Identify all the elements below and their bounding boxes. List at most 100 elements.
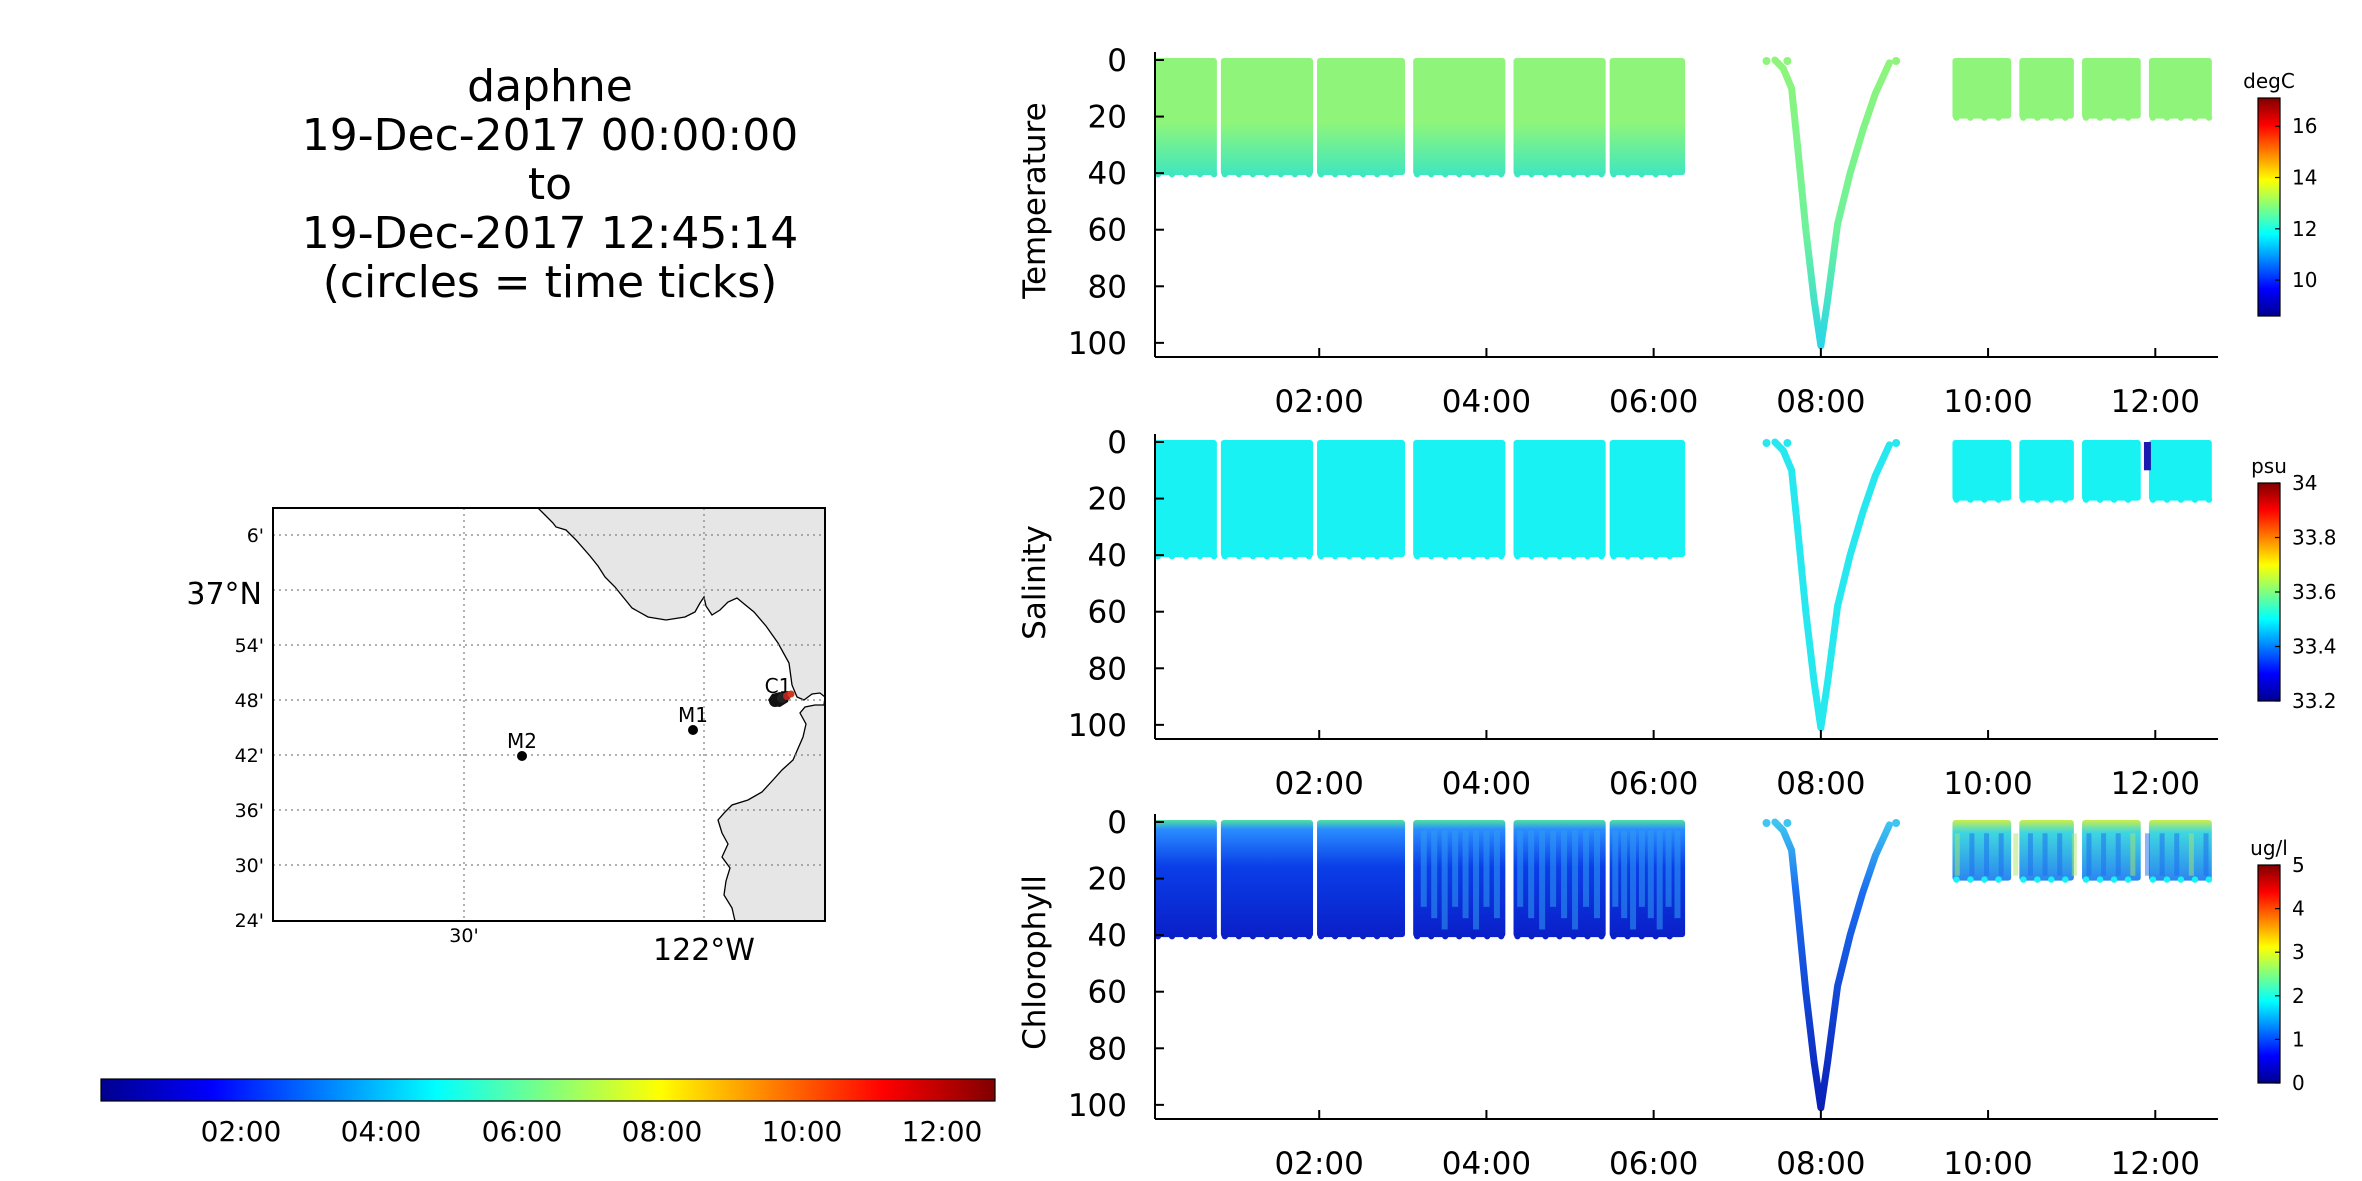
yo-bottom-sample (1483, 170, 1491, 178)
yo-bottom-sample (1331, 170, 1339, 178)
yo-bottom-sample (1497, 932, 1505, 940)
yo-bottom-sample (1441, 552, 1449, 560)
station-m1-label: M1 (678, 703, 708, 727)
yo-bottom-sample (1305, 932, 1313, 940)
y-tick-label: 0 (1107, 425, 1127, 461)
yo-bottom-sample (1666, 552, 1673, 560)
yo-bottom-sample (1168, 552, 1176, 560)
yo-bottom-sample (1497, 552, 1505, 560)
yo-bottom-sample (1624, 552, 1631, 560)
yo-bottom-sample (1359, 170, 1367, 178)
yo-block (1952, 440, 2012, 501)
colorbar-tick-label: 5 (2292, 853, 2305, 877)
yo-bottom-sample (1387, 552, 1395, 560)
station-m2-label: M2 (507, 729, 537, 753)
yo-bottom-sample (1345, 170, 1353, 178)
yo-block (1609, 820, 1686, 938)
y-tick-label: 20 (1088, 100, 1127, 136)
chl-streak (1483, 830, 1490, 907)
yo-bottom-sample (1210, 932, 1218, 940)
yo-bottom-sample (1584, 932, 1591, 940)
yo-block (1154, 820, 1217, 938)
yo-bottom-sample (1373, 170, 1381, 178)
chl-streak (1593, 830, 1600, 919)
yo-bottom-sample (1249, 932, 1257, 940)
chl-streak (2101, 833, 2107, 876)
yo-bottom-sample (1598, 932, 1605, 940)
title-line-end: 19-Dec-2017 12:45:14 (301, 208, 799, 259)
yo-bottom-sample (1652, 170, 1659, 178)
chl-streak (1998, 833, 2004, 876)
map-lat-tick: 36' (235, 800, 264, 822)
yo-bottom-sample (2020, 496, 2027, 503)
x-tick-label: 02:00 (1275, 1146, 1364, 1181)
yo-bottom-sample (1542, 170, 1549, 178)
yo-bottom-sample (1413, 170, 1421, 178)
yo-bottom-sample (2163, 876, 2171, 883)
chl-streak (1528, 830, 1535, 919)
yo-bottom-sample (2096, 114, 2104, 121)
yo-bottom-sample (2191, 496, 2199, 503)
map-lat-tick: 24' (235, 910, 264, 932)
yo-bottom-sample (1666, 170, 1673, 178)
chl-streak (1647, 830, 1654, 919)
yo-bottom-sample (2048, 496, 2055, 503)
x-tick-label: 04:00 (1442, 766, 1531, 802)
yo-bottom-sample (1249, 552, 1257, 560)
chl-streak (1441, 830, 1448, 930)
yo-bottom-sample (1469, 932, 1477, 940)
yo-bottom-sample (1514, 552, 1521, 560)
yo-block (1513, 820, 1606, 938)
chl-streak (2013, 833, 2019, 876)
yo-bottom-sample (1305, 552, 1313, 560)
time-colorbar: 02:00 04:00 06:00 08:00 10:00 12:00 (100, 1078, 996, 1148)
yo-bottom-sample (1570, 932, 1577, 940)
map-frame (272, 507, 826, 922)
yo-block (1609, 58, 1686, 176)
yo-bottom-sample (1638, 932, 1645, 940)
y-tick-label: 40 (1088, 538, 1127, 574)
chl-streak (1561, 830, 1568, 919)
yo-bottom-sample (1182, 170, 1190, 178)
yo-bottom-sample (2149, 114, 2157, 121)
map-land (536, 507, 826, 922)
yo-bottom-sample (1427, 932, 1435, 940)
yo-bottom-sample (1953, 876, 1960, 883)
colorbar-tick-label: 33.4 (2292, 635, 2337, 659)
deep-dive-profile (1771, 438, 1893, 732)
surface-sample (1783, 57, 1792, 65)
yo-bottom-sample (1638, 170, 1645, 178)
yo-bottom-sample (1455, 552, 1463, 560)
surface-sample (1762, 439, 1771, 447)
chl-streak (2144, 833, 2150, 876)
yo-bottom-sample (2020, 114, 2027, 121)
colorbar-tick-label: 0 (2292, 1071, 2305, 1095)
yo-bottom-sample (1196, 932, 1204, 940)
yo-bottom-sample (1610, 552, 1617, 560)
station-m1-marker (688, 725, 698, 735)
y-tick-label: 100 (1068, 1088, 1127, 1124)
yo-block (1154, 58, 1217, 176)
time-colorbar-tick: 10:00 (762, 1115, 843, 1148)
x-tick-label: 02:00 (1275, 766, 1364, 802)
colorbar-tick-label: 3 (2292, 940, 2305, 964)
y-tick-label: 0 (1107, 43, 1127, 79)
chl-streak (1621, 830, 1628, 919)
time-colorbar-tick: 04:00 (341, 1115, 422, 1148)
yo-bottom-sample (1196, 552, 1204, 560)
yo-bottom-sample (2191, 114, 2199, 121)
yo-bottom-sample (1427, 170, 1435, 178)
yo-bottom-sample (1981, 114, 1988, 121)
map-lat-tick: 48' (235, 690, 264, 712)
chl-streak (1462, 830, 1469, 919)
yo-bottom-sample (1528, 170, 1535, 178)
y-tick-label: 80 (1088, 651, 1127, 687)
x-tick-label: 04:00 (1442, 384, 1531, 420)
chl-streak (1630, 830, 1637, 930)
yo-bottom-sample (1981, 496, 1988, 503)
chl-streak (1656, 830, 1663, 930)
yo-bottom-sample (1598, 170, 1605, 178)
yo-bottom-sample (1584, 552, 1591, 560)
